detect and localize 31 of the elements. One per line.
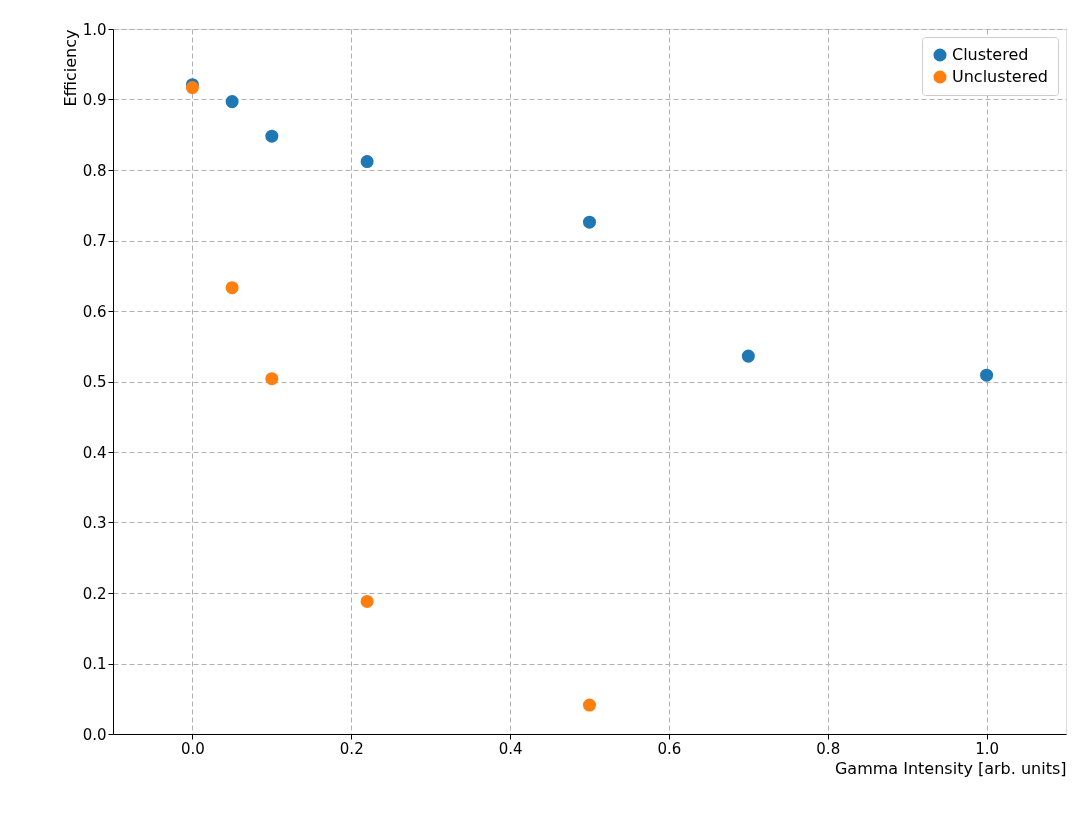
y-tick-label: 0.9	[82, 91, 107, 109]
point	[741, 349, 755, 363]
point	[225, 95, 239, 109]
point	[582, 698, 597, 712]
x-tick-label: 0.2	[339, 739, 364, 758]
x-tick-label: 0.0	[180, 739, 205, 758]
y-tick-label: 0.5	[82, 373, 107, 391]
y-tick-label: 0.4	[82, 443, 107, 462]
point	[980, 368, 994, 382]
x-tick-label: 0.6	[657, 739, 682, 758]
point	[360, 155, 374, 169]
x-tick-label: 0.8	[816, 739, 841, 758]
point	[265, 129, 279, 143]
y-tick-label: 0.3	[82, 514, 107, 532]
y-tick-label: 0.2	[82, 584, 107, 603]
y-tick-label: 0.6	[82, 302, 107, 321]
legend-label: Clustered	[952, 45, 1029, 64]
legend-label: Unclustered	[952, 67, 1048, 86]
y-tick-label: 0.0	[82, 725, 107, 744]
y-tick-label: 0.1	[82, 655, 107, 673]
y-axis-title: Efficiency	[60, 29, 80, 107]
y-tick-label: 1.0	[82, 20, 107, 39]
point	[360, 594, 374, 608]
point	[265, 372, 279, 386]
x-tick-label: 1.0	[975, 739, 1000, 758]
y-tick-label: 0.7	[82, 232, 107, 250]
point	[225, 281, 239, 295]
y-tick-label: 0.8	[82, 161, 107, 180]
x-axis-title: Gamma Intensity [arb. units]	[834, 758, 1067, 778]
point	[582, 215, 597, 229]
x-tick-label: 0.4	[498, 739, 523, 758]
